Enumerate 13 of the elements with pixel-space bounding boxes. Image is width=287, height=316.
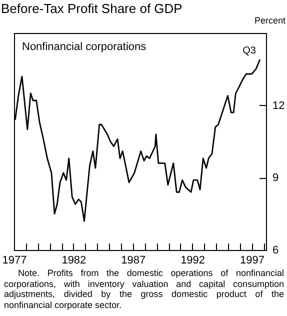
x-tick-label: 1982 [62,254,86,266]
x-tick-label: 1977 [2,254,27,266]
x-tick-label: 1997 [240,254,264,266]
text: Nonfinancial corporations [22,41,147,53]
annotation: Q3 [242,46,256,57]
chart-title: Before-Tax Profit Share of GDP [1,1,182,16]
y-axis-title: Percent [254,16,286,26]
x-tick-label: 1987 [121,254,146,266]
y-tick-label: 9 [272,172,279,184]
y-tick-label: 6 [272,244,279,256]
y-tick-label: 12 [272,100,285,112]
text: Note. Profits from the domestic operations of nonfinancial corporations, with inventory valuation and capital consumption adjustments, divided by the gross domestic product of the nonfinancial corporate sector. [4,268,284,310]
x-tick-label: 1992 [180,254,206,266]
